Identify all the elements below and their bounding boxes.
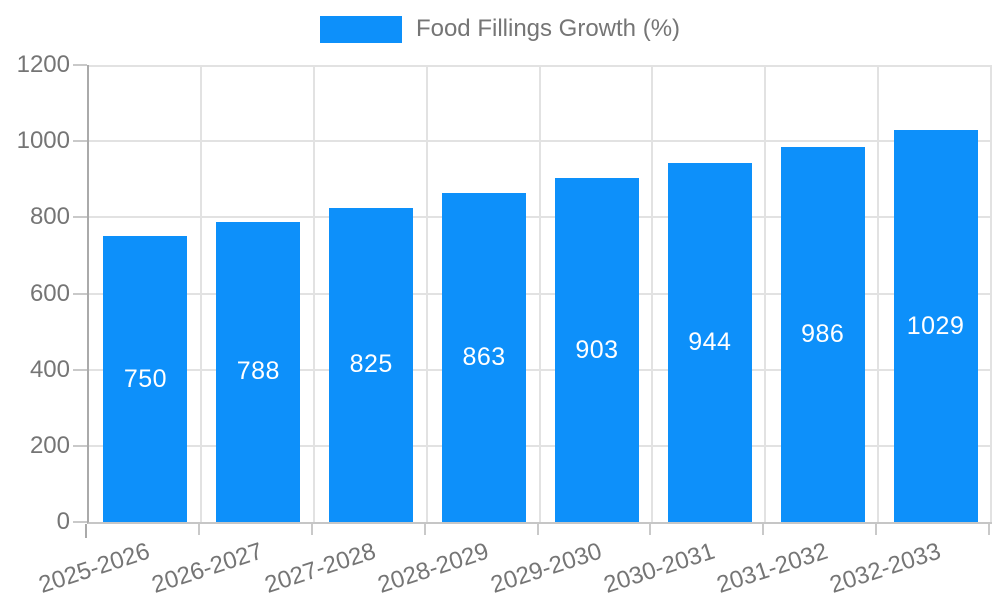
legend-label: Food Fillings Growth (%) (415, 15, 681, 42)
y-axis-tick-label: 1000 (16, 127, 70, 155)
bar-value-label: 1029 (906, 311, 965, 340)
gridline-horizontal (89, 140, 992, 143)
bar-value-label: 986 (801, 319, 845, 348)
y-axis-tick-label: 1200 (16, 51, 70, 78)
gridline-horizontal (89, 292, 992, 295)
y-axis-tick-label: 800 (29, 203, 70, 231)
gridline-horizontal (89, 444, 992, 447)
gridline-vertical (312, 65, 315, 522)
gridline-horizontal (89, 216, 992, 219)
gridline-vertical (425, 65, 428, 522)
x-axis-tick (762, 524, 765, 535)
x-axis-tick (875, 524, 878, 535)
x-axis-tick (649, 524, 652, 535)
x-axis-tick (197, 524, 200, 535)
x-axis-tick (310, 524, 313, 535)
bar[interactable]: 944 (667, 162, 752, 522)
bar-value-label: 944 (688, 327, 732, 356)
gridline-vertical (199, 65, 202, 522)
y-axis-tick (73, 64, 87, 66)
plot-area: 750 788 825 863 903 944 986 1029 (87, 65, 992, 524)
gridline-vertical (651, 65, 654, 522)
y-axis-tick (73, 444, 87, 447)
bar-value-label: 903 (575, 335, 619, 364)
y-axis-tick-label: 400 (29, 355, 70, 383)
bar-value-label: 825 (349, 350, 393, 379)
bar[interactable]: 1029 (893, 130, 978, 522)
x-axis-tick (536, 524, 539, 535)
gridline-vertical (877, 65, 880, 522)
y-axis-tick-label: 200 (29, 431, 70, 459)
bar[interactable]: 903 (554, 178, 639, 522)
bar[interactable]: 986 (780, 146, 865, 522)
y-axis-tick-label: 0 (56, 508, 70, 535)
gridline-horizontal (89, 368, 992, 371)
gridline-horizontal (89, 65, 992, 67)
legend-item[interactable]: Food Fillings Growth (%) (319, 15, 681, 43)
bar[interactable]: 788 (216, 221, 301, 522)
bar-value-label: 750 (123, 364, 168, 393)
bar[interactable]: 825 (329, 207, 414, 522)
x-axis-tick (988, 524, 990, 535)
gridline-vertical (538, 65, 541, 522)
bar-value-label: 788 (236, 357, 280, 386)
bar-value-label: 863 (462, 343, 506, 372)
legend: Food Fillings Growth (%) (0, 15, 1000, 43)
legend-swatch-icon (319, 15, 402, 43)
bar[interactable]: 750 (103, 236, 188, 522)
y-axis-tick (73, 292, 87, 295)
bar[interactable]: 863 (442, 193, 527, 522)
x-axis-tick (85, 524, 87, 538)
y-axis-tick (73, 216, 87, 219)
gridline-vertical (764, 65, 767, 522)
y-axis-tick (73, 368, 87, 371)
x-axis-tick (423, 524, 426, 535)
y-axis-tick (73, 140, 87, 143)
y-axis-tick-label: 600 (29, 279, 70, 307)
y-axis-tick (73, 521, 87, 523)
gridline-vertical (990, 65, 992, 522)
